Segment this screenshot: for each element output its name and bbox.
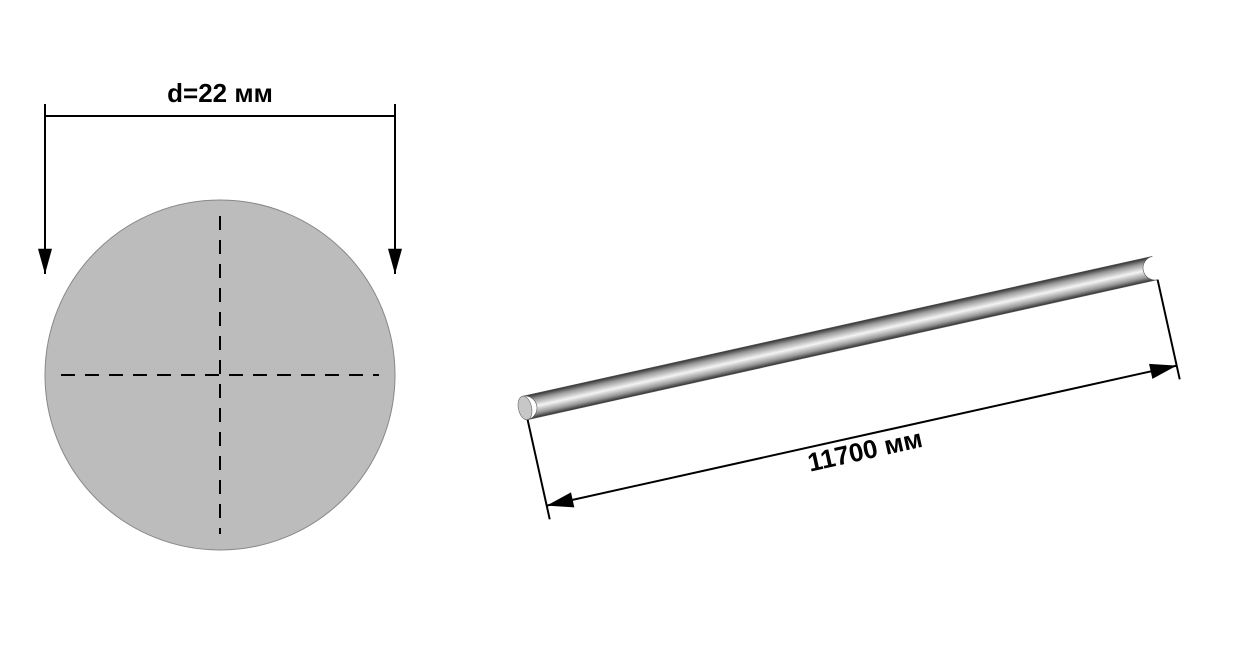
diameter-label: d=22 мм — [167, 78, 273, 108]
length-dimension: 11700 мм — [528, 280, 1180, 520]
technical-diagram: d=22 мм 11700 мм — [0, 0, 1240, 660]
rod-side-view — [516, 256, 1158, 421]
length-label: 11700 мм — [805, 423, 925, 478]
